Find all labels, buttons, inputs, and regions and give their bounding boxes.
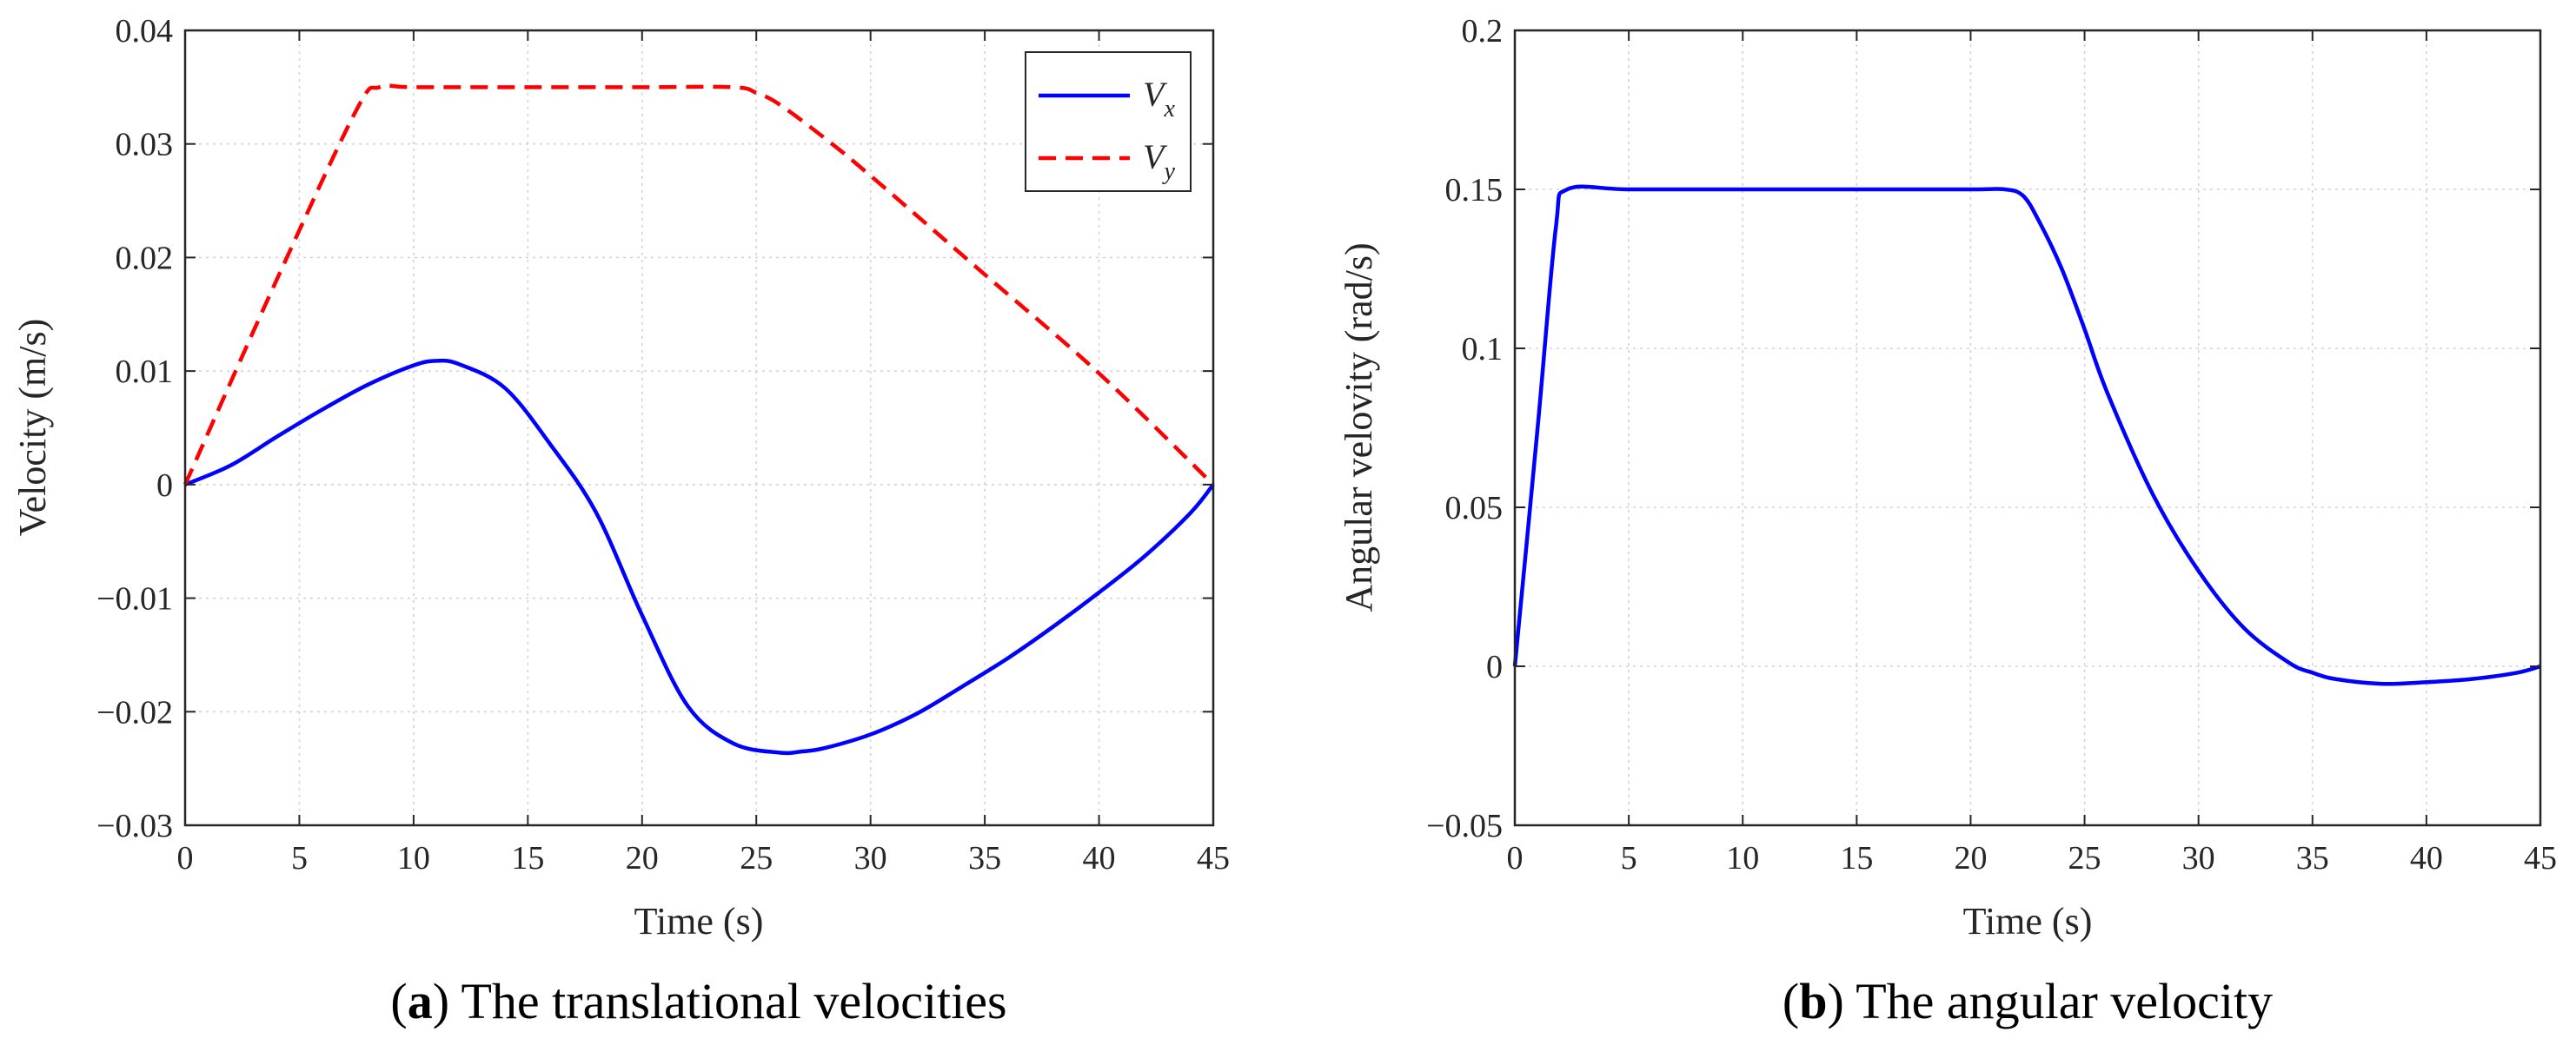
- series-line-vy: [183, 83, 1215, 486]
- y-tick-label: 0: [156, 467, 173, 504]
- y-tick-label: 0: [1486, 649, 1503, 685]
- x-tick-label: 15: [1840, 840, 1873, 877]
- x-tick-label: 25: [740, 840, 773, 877]
- chart-b-series: [1512, 184, 2541, 686]
- chart-b-x-axis-label: Time (s): [1963, 900, 2093, 943]
- y-tick-label: 0.2: [1462, 13, 1504, 50]
- x-tick-label: 35: [968, 840, 1001, 877]
- x-tick-label: 15: [511, 840, 544, 877]
- caption-a-paren: (: [390, 973, 407, 1029]
- x-tick-label: 45: [1197, 840, 1230, 877]
- x-tick-label: 25: [2068, 840, 2101, 877]
- legend-vy-label: Vy: [1143, 137, 1175, 185]
- y-tick-label: 0.15: [1445, 172, 1504, 208]
- x-tick-label: 5: [291, 840, 308, 877]
- x-tick-label: 20: [626, 840, 659, 877]
- x-tick-label: 30: [854, 840, 887, 877]
- x-tick-label: 40: [1083, 840, 1116, 877]
- y-tick-label: −0.05: [1426, 808, 1503, 844]
- y-tick-label: −0.02: [96, 694, 173, 731]
- legend-vx-base: V: [1143, 75, 1168, 114]
- series-line-vx: [184, 358, 1215, 756]
- y-tick-label: 0.1: [1462, 331, 1504, 367]
- chart-a-y-axis-label: Velocity (m/s): [11, 319, 54, 537]
- chart-a: 0 5 10 15 20 25 30 35 40 45 −0.03 −0.02 −0.01 0 0.01 0.…: [11, 13, 1230, 1029]
- x-tick-label: 35: [2296, 840, 2329, 877]
- legend-vy-sub: y: [1161, 158, 1175, 185]
- caption-b-letter: b: [1799, 973, 1827, 1029]
- y-tick-label: 0.01: [116, 354, 174, 390]
- caption-b: (b) The angular velocity: [1783, 973, 2273, 1029]
- chart-a-series: [183, 83, 1215, 756]
- legend-vx-label: Vx: [1143, 75, 1175, 122]
- chart-a-ticks: 0 5 10 15 20 25 30 35 40 45 −0.03 −0.02 −0.01 0 0.01 0.…: [96, 13, 1230, 877]
- caption-b-paren: (: [1783, 973, 1799, 1029]
- y-tick-label: −0.01: [96, 581, 173, 618]
- chart-b-grid: [1515, 30, 2540, 825]
- chart-b-axes-box: [1513, 29, 2542, 827]
- chart-a-axes-box: [183, 29, 1215, 827]
- caption-b-text: ) The angular velocity: [1827, 973, 2273, 1029]
- chart-a-x-axis-label: Time (s): [634, 900, 764, 943]
- y-tick-label: 0.04: [116, 13, 174, 50]
- chart-a-legend-box: [1025, 51, 1192, 192]
- caption-a-text: ) The translational velocities: [433, 973, 1007, 1029]
- legend-vy-base: V: [1143, 137, 1168, 176]
- y-tick-label: −0.03: [96, 808, 173, 844]
- y-tick-label: 0.02: [116, 240, 174, 276]
- caption-a-letter: a: [408, 973, 433, 1029]
- chart-b-y-axis-label: Angular velovity (rad/s): [1338, 242, 1380, 612]
- caption-a: (a) The translational velocities: [390, 973, 1006, 1029]
- y-tick-label: 0.03: [116, 127, 174, 163]
- x-tick-label: 45: [2524, 840, 2557, 877]
- series-line-omega: [1512, 184, 2541, 686]
- x-tick-label: 0: [177, 840, 194, 877]
- x-tick-label: 10: [397, 840, 430, 877]
- x-tick-label: 20: [1954, 840, 1987, 877]
- x-tick-label: 40: [2410, 840, 2443, 877]
- y-tick-label: 0.05: [1445, 490, 1504, 526]
- chart-b-plot-area: [1515, 30, 2540, 825]
- chart-a-legend: Vx Vy: [1025, 51, 1192, 192]
- x-tick-label: 10: [1726, 840, 1759, 877]
- x-tick-label: 0: [1507, 840, 1524, 877]
- x-tick-label: 5: [1621, 840, 1637, 877]
- legend-vx-sub: x: [1163, 96, 1175, 122]
- x-tick-label: 30: [2182, 840, 2215, 877]
